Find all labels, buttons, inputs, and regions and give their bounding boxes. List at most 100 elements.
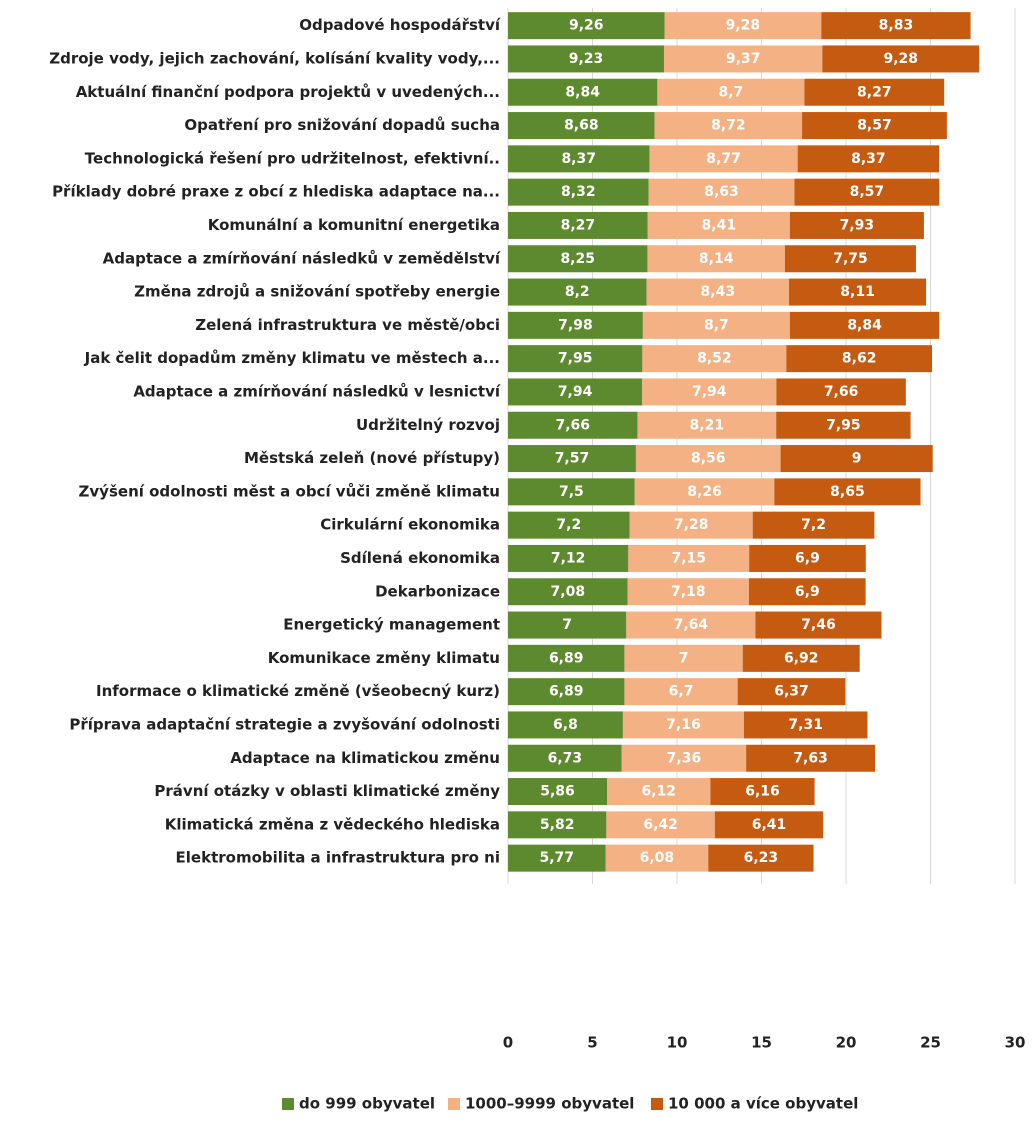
bar-segment [637, 411, 777, 439]
data-label: 8,56 [691, 451, 726, 467]
bar-segment [628, 544, 750, 572]
legend-swatch [282, 1098, 294, 1110]
data-label: 8,32 [561, 184, 596, 200]
y-tick-label: Odpadové hospodářství [299, 16, 501, 34]
data-label: 6,08 [640, 850, 675, 866]
data-label: 8,63 [704, 184, 739, 200]
bar-segment [647, 245, 785, 273]
bar-segment [789, 211, 924, 239]
data-label: 7,66 [555, 417, 590, 433]
bar-segment [508, 345, 643, 373]
bar-segment [629, 511, 753, 539]
data-label: 7,94 [692, 384, 727, 400]
data-label: 7,08 [551, 584, 586, 600]
y-tick-label: Městská zeleň (nové přístupy) [244, 449, 500, 467]
data-label: 9,28 [883, 51, 918, 67]
data-label: 7,98 [558, 317, 593, 333]
y-tick-label: Sdílená ekonomika [340, 549, 500, 567]
y-tick-label: Příklady dobré praxe z obcí z hlediska a… [52, 183, 500, 201]
data-label: 8,27 [561, 217, 596, 233]
data-label: 8,7 [719, 84, 744, 100]
data-label: 8,7 [704, 317, 729, 333]
y-tick-label: Cirkulární ekonomika [320, 516, 500, 534]
bar-segment [746, 744, 876, 772]
data-label: 9,23 [569, 51, 604, 67]
y-tick-label: Energetický management [283, 616, 500, 634]
bar-segment [508, 844, 606, 872]
data-label: 8,57 [857, 118, 892, 134]
x-tick-label: 20 [836, 1034, 857, 1052]
bar-segment [657, 78, 805, 106]
data-label: 7,15 [671, 550, 706, 566]
data-label: 7,75 [833, 251, 868, 267]
data-label: 6,23 [744, 850, 779, 866]
bar-segment [508, 811, 607, 839]
data-label: 7,66 [824, 384, 859, 400]
data-label: 5,77 [539, 850, 574, 866]
bar-segment [508, 478, 635, 506]
bar-segment [508, 578, 628, 606]
bar-segment [797, 145, 940, 173]
data-label: 6,73 [548, 750, 583, 766]
data-label: 6,89 [549, 684, 584, 700]
legend-swatch [651, 1098, 663, 1110]
bar-segment [789, 278, 927, 306]
data-label: 7,36 [667, 750, 702, 766]
x-tick-label: 15 [751, 1034, 772, 1052]
bar-segment [626, 611, 756, 639]
data-label: 9,28 [726, 18, 761, 34]
bar-segment [648, 178, 795, 206]
bar-segment [508, 744, 622, 772]
bar-segment [821, 12, 971, 40]
y-tick-label: Jak čelit dopadům změny klimatu ve měste… [84, 349, 500, 367]
bar-segment [508, 511, 630, 539]
bar-segment [606, 811, 715, 839]
bar-segment [621, 744, 747, 772]
bar-segment [635, 445, 781, 473]
bar-segment [508, 644, 625, 672]
data-label: 8,84 [565, 84, 600, 100]
bar-segment [508, 378, 643, 406]
bar-segment [752, 511, 875, 539]
data-label: 7,31 [788, 717, 823, 733]
bar-segment [774, 478, 921, 506]
bar-segment [508, 45, 664, 73]
y-tick-label: Komunální a komunitní energetika [208, 216, 500, 234]
y-tick-label: Aktuální finanční podpora projektů v uve… [76, 83, 500, 101]
data-label: 6,92 [784, 650, 819, 666]
bar-segment [743, 711, 868, 739]
data-label: 7,2 [556, 517, 581, 533]
data-label: 8,84 [847, 317, 882, 333]
data-label: 8,25 [560, 251, 595, 267]
data-label: 8,26 [687, 484, 722, 500]
data-label: 7,94 [558, 384, 593, 400]
bar-segment [737, 678, 846, 706]
data-label: 8,21 [690, 417, 725, 433]
data-label: 8,11 [840, 284, 875, 300]
bar-segment [654, 112, 803, 140]
data-label: 8,68 [564, 118, 599, 134]
data-label: 7,95 [826, 417, 861, 433]
data-label: 7,16 [666, 717, 701, 733]
bar-segment [508, 711, 623, 739]
y-tick-label: Komunikace změny klimatu [268, 649, 500, 667]
bar-segment [742, 644, 860, 672]
bar-segment [802, 112, 947, 140]
data-label: 6,9 [795, 584, 820, 600]
data-label: 8,2 [565, 284, 590, 300]
bar-segment [508, 278, 647, 306]
bar-segment [822, 45, 980, 73]
bar-segment [624, 644, 743, 672]
bar-segment [776, 411, 911, 439]
y-tick-label: Příprava adaptační strategie a zvyšování… [69, 715, 500, 733]
data-label: 7 [679, 650, 689, 666]
data-label: 8,27 [857, 84, 892, 100]
bar-segment [646, 278, 790, 306]
bar-segment [642, 378, 777, 406]
data-label: 6,7 [669, 684, 694, 700]
data-label: 9,37 [726, 51, 761, 67]
bar-segment [663, 45, 823, 73]
data-label: 6,89 [549, 650, 584, 666]
data-label: 8,65 [830, 484, 865, 500]
